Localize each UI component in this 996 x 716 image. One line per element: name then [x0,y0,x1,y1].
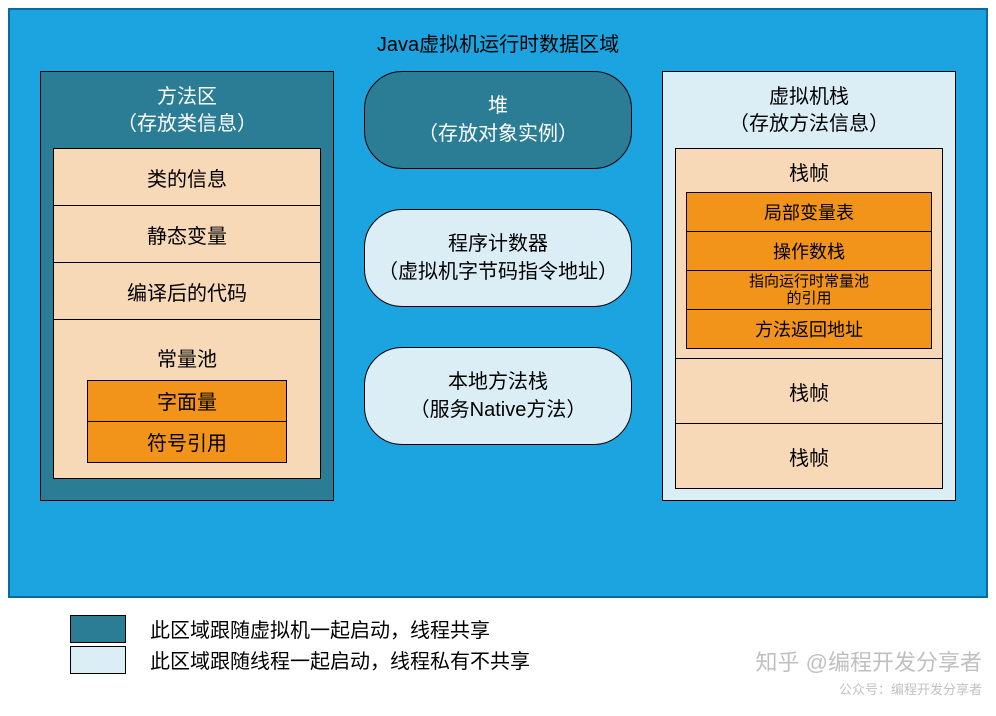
method-area-cell: 类的信息 [53,148,321,206]
vm-stack-subtitle: （存放方法信息） [675,111,943,138]
columns-row: 方法区 （存放类信息） 类的信息 静态变量 编译后的代码 常量池 字面量 符号引… [40,71,956,501]
constant-pool-inner: 字面量 符号引用 [87,380,287,462]
watermark-line1: 知乎 @编程开发分享者 [756,645,982,677]
frame-item: 局部变量表 [686,192,932,232]
method-area-title: 方法区 [53,84,321,111]
watermark: 知乎 @编程开发分享者 公众号：编程开发分享者 [756,645,982,698]
pc-register-box: 程序计数器 （虚拟机字节码指令地址） [364,209,632,307]
legend-label-private: 此区域跟随线程一起启动，线程私有不共享 [150,645,530,674]
method-area-subtitle: （存放类信息） [53,111,321,138]
frame-item: 指向运行时常量池的引用 [686,270,932,310]
vm-stack-box: 虚拟机栈 （存放方法信息） 栈帧 局部变量表 操作数栈 指向运行时常量池的引用 … [662,71,956,501]
method-area-cell: 编译后的代码 [53,262,321,320]
constant-pool-item: 字面量 [87,380,287,422]
method-area-box: 方法区 （存放类信息） 类的信息 静态变量 编译后的代码 常量池 字面量 符号引… [40,71,334,501]
stack-frame-collapsed: 栈帧 [675,423,943,489]
heap-title: 堆 [488,92,508,120]
constant-pool-item: 符号引用 [87,421,287,463]
constant-pool-title: 常量池 [157,343,217,372]
stack-frame-collapsed: 栈帧 [675,358,943,424]
watermark-line2: 公众号：编程开发分享者 [756,679,982,698]
native-stack-box: 本地方法栈 （服务Native方法） [364,347,632,445]
legend-swatch-shared [70,615,126,643]
vm-stack-header: 虚拟机栈 （存放方法信息） [675,80,943,148]
frame-item: 方法返回地址 [686,309,932,349]
legend-swatch-private [70,646,126,674]
native-subtitle: （服务Native方法） [410,396,587,424]
pc-title: 程序计数器 [448,230,548,258]
legend-row-private: 此区域跟随线程一起启动，线程私有不共享 [70,645,530,674]
method-area-header: 方法区 （存放类信息） [53,80,321,148]
vm-stack-title: 虚拟机栈 [675,84,943,111]
legend-row-shared: 此区域跟随虚拟机一起启动，线程共享 [70,614,530,643]
constant-pool-box: 常量池 字面量 符号引用 [53,319,321,479]
legend: 此区域跟随虚拟机一起启动，线程共享 此区域跟随线程一起启动，线程私有不共享 [70,614,530,674]
center-column: 堆 （存放对象实例） 程序计数器 （虚拟机字节码指令地址） 本地方法栈 （服务N… [364,71,632,501]
pc-subtitle: （虚拟机字节码指令地址） [378,258,618,286]
stack-frame-title: 栈帧 [789,155,829,192]
stack-frame-detail: 栈帧 局部变量表 操作数栈 指向运行时常量池的引用 方法返回地址 [675,148,943,359]
stack-frame-items: 局部变量表 操作数栈 指向运行时常量池的引用 方法返回地址 [686,192,932,348]
diagram-title: Java虚拟机运行时数据区域 [40,20,956,71]
heap-box: 堆 （存放对象实例） [364,71,632,169]
legend-label-shared: 此区域跟随虚拟机一起启动，线程共享 [150,614,490,643]
diagram-container: Java虚拟机运行时数据区域 方法区 （存放类信息） 类的信息 静态变量 编译后… [8,8,988,598]
native-title: 本地方法栈 [448,368,548,396]
method-area-cell: 静态变量 [53,205,321,263]
heap-subtitle: （存放对象实例） [418,120,578,148]
frame-item: 操作数栈 [686,231,932,271]
